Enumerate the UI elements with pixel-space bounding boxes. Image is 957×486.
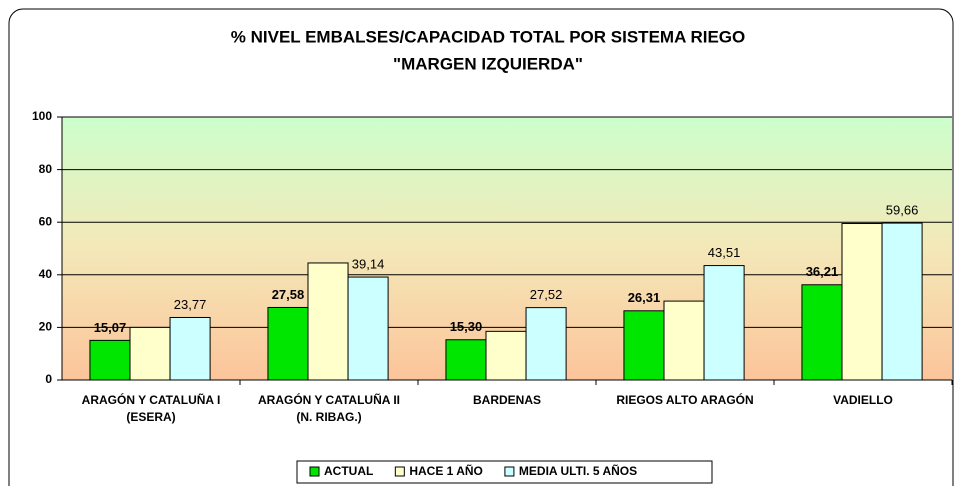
y-tick-label: 100 — [32, 109, 52, 123]
bar — [445, 339, 487, 381]
legend-label: HACE 1 AÑO — [409, 463, 483, 478]
value-label: 26,31 — [628, 290, 661, 305]
bar — [801, 284, 843, 381]
chart-title: % NIVEL EMBALSES/CAPACIDAD TOTAL POR SIS… — [231, 27, 745, 46]
value-label: 43,51 — [708, 245, 741, 260]
bar — [485, 330, 527, 381]
y-tick-label: 60 — [39, 214, 53, 228]
x-tick-label: VADIELLO — [833, 393, 893, 407]
bar — [703, 265, 745, 381]
bar — [881, 222, 923, 381]
y-tick-label: 20 — [39, 320, 53, 334]
value-label: 23,77 — [174, 297, 207, 312]
value-label: 59,66 — [886, 203, 919, 218]
bar — [663, 300, 705, 381]
chart-subtitle: "MARGEN IZQUIERDA" — [393, 54, 583, 73]
x-tick-label: ARAGÓN Y CATALUÑA I — [82, 392, 221, 407]
bar — [525, 307, 567, 381]
bar — [623, 310, 665, 381]
value-label: 39,14 — [352, 256, 385, 271]
x-tick-label: ARAGÓN Y CATALUÑA II — [258, 392, 400, 407]
x-tick-label: (N. RIBAG.) — [296, 410, 361, 424]
x-tick-label: BARDENAS — [473, 393, 541, 407]
bar — [347, 276, 389, 381]
y-tick-label: 80 — [39, 162, 53, 176]
legend-swatch — [309, 466, 320, 477]
y-tick-label: 0 — [45, 372, 52, 386]
value-label: 15,07 — [94, 320, 127, 335]
legend-label: MEDIA ULTI. 5 AÑOS — [519, 463, 637, 478]
value-label: 27,52 — [530, 287, 563, 302]
x-tick-label: RIEGOS ALTO ARAGÓN — [616, 392, 753, 407]
bar — [169, 316, 211, 381]
bar — [89, 339, 131, 381]
value-label: 36,21 — [806, 264, 839, 279]
legend-swatch — [394, 466, 405, 477]
legend-swatch — [504, 466, 515, 477]
y-tick-label: 40 — [39, 267, 53, 281]
bar — [267, 306, 309, 381]
bar — [307, 262, 349, 381]
bar — [841, 223, 883, 381]
bar — [129, 326, 171, 381]
x-tick-label: (ESERA) — [126, 410, 175, 424]
value-label: 27,58 — [272, 287, 305, 302]
legend-label: ACTUAL — [324, 464, 373, 478]
value-label: 15,30 — [450, 319, 483, 334]
